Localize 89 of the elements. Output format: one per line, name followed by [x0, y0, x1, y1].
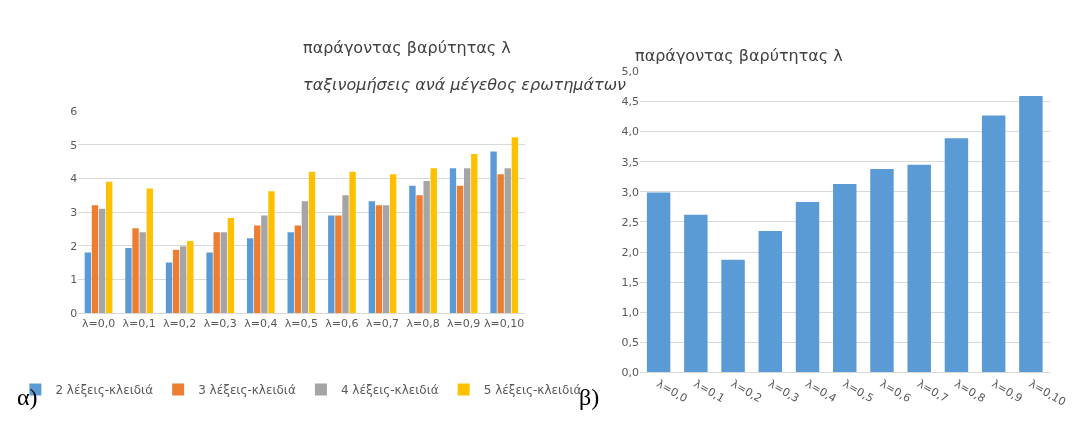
y-tick-label: 3,0 — [621, 185, 639, 199]
bar — [342, 195, 349, 313]
bar — [416, 195, 423, 313]
bar — [646, 192, 671, 373]
bar — [382, 205, 390, 313]
x-tick-label: λ=0,3 — [203, 317, 237, 331]
bar — [301, 201, 309, 313]
y-tick-label: 4 — [70, 172, 78, 186]
bar — [227, 218, 235, 313]
chart-title: παράγοντας βαρύτητας λ — [303, 38, 511, 57]
bar — [870, 168, 894, 373]
x-tick-label: λ=0,8 — [406, 317, 440, 331]
x-tick-label: λ=0,0 — [81, 317, 116, 331]
bar — [246, 238, 254, 313]
x-tick-label: λ=0,5 — [284, 317, 318, 331]
y-tick-label: 4,0 — [621, 125, 639, 139]
y-tick-label: 5 — [70, 138, 78, 152]
y-tick-label: 3 — [70, 205, 78, 219]
x-tick-label: λ=0,2 — [163, 317, 197, 331]
y-tick-label: 1,0 — [621, 306, 639, 320]
y-tick-label: 0 — [70, 306, 78, 320]
bar — [187, 240, 194, 313]
bar — [1019, 96, 1043, 373]
legend-label: 2 λέξεις-κλειδιά — [55, 383, 154, 398]
bar — [328, 215, 335, 313]
bar — [125, 248, 132, 313]
bar — [449, 168, 457, 313]
bar — [430, 168, 437, 313]
bar — [981, 115, 1006, 373]
bar — [91, 205, 99, 313]
bar — [464, 168, 471, 313]
bar — [220, 232, 227, 313]
y-tick-label: 2,0 — [621, 245, 639, 259]
bar — [389, 174, 397, 313]
y-tick-label: 2,5 — [621, 215, 639, 229]
x-tick-label: λ=0,10 — [484, 317, 525, 331]
y-tick-label: 3,5 — [621, 155, 639, 169]
bar — [294, 225, 302, 313]
bar — [335, 215, 342, 313]
bar — [497, 174, 504, 313]
bar — [165, 262, 173, 313]
bar — [213, 232, 220, 313]
x-tick-label: λ=0,1 — [122, 317, 156, 331]
bar — [139, 232, 146, 313]
bar — [206, 252, 213, 313]
bar — [490, 151, 497, 313]
bar — [146, 188, 153, 313]
bar — [98, 208, 106, 313]
legend-label: 4 λέξεις-κλειδιά — [340, 383, 439, 398]
bar — [511, 137, 519, 313]
bar — [105, 181, 113, 313]
bar — [504, 168, 511, 313]
bar — [423, 181, 430, 313]
bar — [471, 154, 478, 313]
y-tick-label: 0,5 — [621, 336, 639, 350]
bar — [721, 259, 745, 373]
bar — [172, 249, 180, 313]
y-tick-label: 4,5 — [621, 95, 639, 109]
bar — [684, 214, 708, 373]
bar — [261, 215, 268, 313]
bar — [795, 202, 820, 373]
bar — [944, 138, 969, 373]
bar — [833, 184, 857, 373]
bar — [308, 171, 316, 313]
bar — [375, 205, 383, 313]
bar — [84, 252, 92, 313]
y-tick-label: 1,5 — [621, 275, 639, 289]
bar — [180, 246, 187, 313]
text: α) — [17, 384, 38, 410]
bar — [456, 185, 464, 313]
bar — [287, 232, 294, 313]
x-tick-label: λ=0,9 — [447, 317, 481, 331]
x-tick-label: λ=0,4 — [244, 317, 278, 331]
bar — [409, 185, 416, 313]
y-tick-label: 6 — [70, 104, 78, 118]
bar — [349, 171, 356, 313]
bar — [132, 228, 139, 313]
y-tick-label: 0,0 — [621, 366, 639, 380]
x-tick-label: λ=0,6 — [325, 317, 359, 331]
x-tick-label: λ=0,7 — [365, 317, 400, 331]
legend-label: 3 λέξεις-κλειδιά — [198, 383, 296, 398]
bar — [758, 230, 783, 373]
y-tick-label: 1 — [70, 273, 78, 287]
bar — [268, 191, 275, 313]
bar — [368, 201, 376, 313]
bar — [254, 225, 261, 313]
bar — [907, 164, 931, 373]
y-tick-label: 2 — [70, 239, 78, 253]
chart-title: παράγοντας βαρύτητας λ — [635, 46, 843, 65]
